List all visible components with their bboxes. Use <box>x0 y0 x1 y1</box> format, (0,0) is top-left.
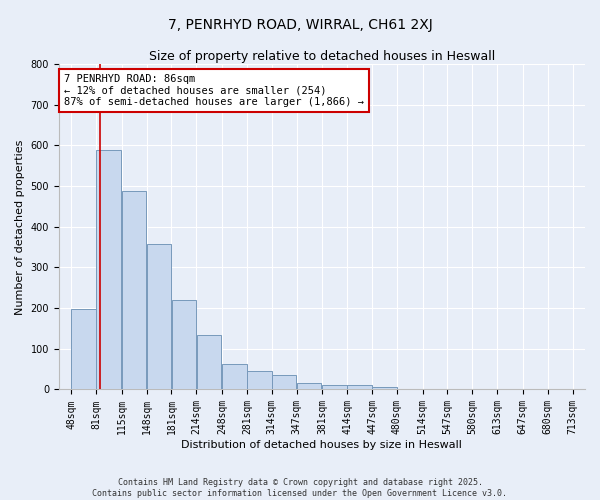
Bar <box>347 386 372 390</box>
Bar <box>147 244 171 390</box>
Bar <box>222 364 247 390</box>
Bar <box>197 334 221 390</box>
Text: 7, PENRHYD ROAD, WIRRAL, CH61 2XJ: 7, PENRHYD ROAD, WIRRAL, CH61 2XJ <box>167 18 433 32</box>
X-axis label: Distribution of detached houses by size in Heswall: Distribution of detached houses by size … <box>181 440 463 450</box>
Bar <box>96 150 121 390</box>
Bar <box>71 310 96 390</box>
Y-axis label: Number of detached properties: Number of detached properties <box>15 139 25 314</box>
Bar <box>272 375 296 390</box>
Bar <box>172 300 196 390</box>
Bar <box>322 385 347 390</box>
Text: 7 PENRHYD ROAD: 86sqm
← 12% of detached houses are smaller (254)
87% of semi-det: 7 PENRHYD ROAD: 86sqm ← 12% of detached … <box>64 74 364 107</box>
Bar <box>372 388 397 390</box>
Bar <box>122 192 146 390</box>
Bar <box>297 384 322 390</box>
Title: Size of property relative to detached houses in Heswall: Size of property relative to detached ho… <box>149 50 495 63</box>
Text: Contains HM Land Registry data © Crown copyright and database right 2025.
Contai: Contains HM Land Registry data © Crown c… <box>92 478 508 498</box>
Bar <box>247 371 272 390</box>
